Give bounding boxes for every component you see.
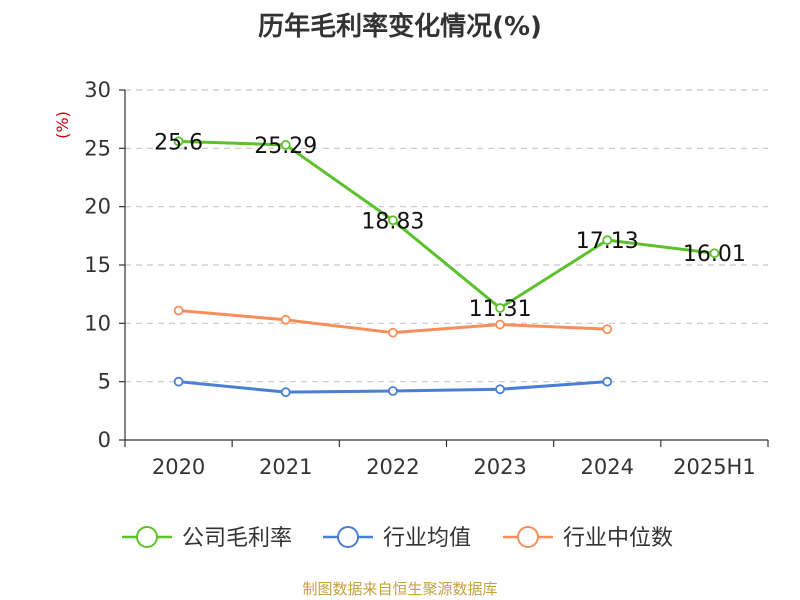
data-point xyxy=(388,386,398,396)
x-tick-label: 2021 xyxy=(259,455,312,479)
x-tick-label: 2025H1 xyxy=(673,455,756,479)
data-point xyxy=(388,327,398,338)
y-tick-label: 0 xyxy=(98,428,111,452)
data-label: 25.6 xyxy=(154,130,203,155)
data-point xyxy=(602,376,613,387)
y-tick-label: 30 xyxy=(84,78,111,102)
data-point xyxy=(495,319,505,330)
y-tick-label: 20 xyxy=(84,195,111,219)
legend-marker xyxy=(517,526,539,548)
data-point xyxy=(173,136,184,147)
data-point xyxy=(173,376,184,387)
x-tick-label: 2022 xyxy=(366,455,419,479)
x-tick-label: 2023 xyxy=(473,455,526,479)
data-label: 11.31 xyxy=(469,297,532,322)
y-axis-label: (%) xyxy=(53,111,72,139)
data-point xyxy=(280,140,291,150)
data-point xyxy=(280,387,291,398)
data-point xyxy=(602,235,613,246)
data-point xyxy=(388,215,398,226)
data-point xyxy=(495,303,505,313)
axes: 0 5 10 15 20 25 30 2020 2021 2022 2023 2024 2025H1 (%… xyxy=(53,78,769,479)
data-point xyxy=(173,305,184,316)
legend-label: 行业中位数 xyxy=(563,526,673,551)
x-tick-label: 2024 xyxy=(581,455,634,479)
data-point xyxy=(495,384,505,395)
legend-marker xyxy=(337,526,359,548)
grid-lines xyxy=(125,89,768,383)
data-label: 17.13 xyxy=(576,229,639,254)
legend-label: 行业均值 xyxy=(383,526,471,551)
data-label: 18.83 xyxy=(361,209,424,234)
legend: 公司毛利率 行业均值 行业中位数 xyxy=(122,526,673,551)
legend-label: 公司毛利率 xyxy=(182,526,292,551)
data-point xyxy=(280,314,291,325)
y-tick-label: 10 xyxy=(84,311,111,335)
data-point xyxy=(602,324,613,335)
series-layer xyxy=(173,136,720,398)
y-tick-label: 15 xyxy=(84,253,111,277)
x-tick-label: 2020 xyxy=(152,455,205,479)
y-tick-label: 25 xyxy=(84,136,111,160)
data-labels: 25.6 25.29 18.83 11.31 17.13 16.01 xyxy=(154,130,746,322)
data-label: 25.29 xyxy=(254,134,317,159)
source-note: 制图数据来自恒生聚源数据库 xyxy=(302,580,498,598)
data-point xyxy=(709,248,720,259)
data-label: 16.01 xyxy=(683,242,746,267)
legend-marker xyxy=(136,526,158,548)
y-tick-label: 5 xyxy=(98,370,111,394)
chart-title: 历年毛利率变化情况(%) xyxy=(258,12,542,42)
series-line xyxy=(178,139,715,310)
